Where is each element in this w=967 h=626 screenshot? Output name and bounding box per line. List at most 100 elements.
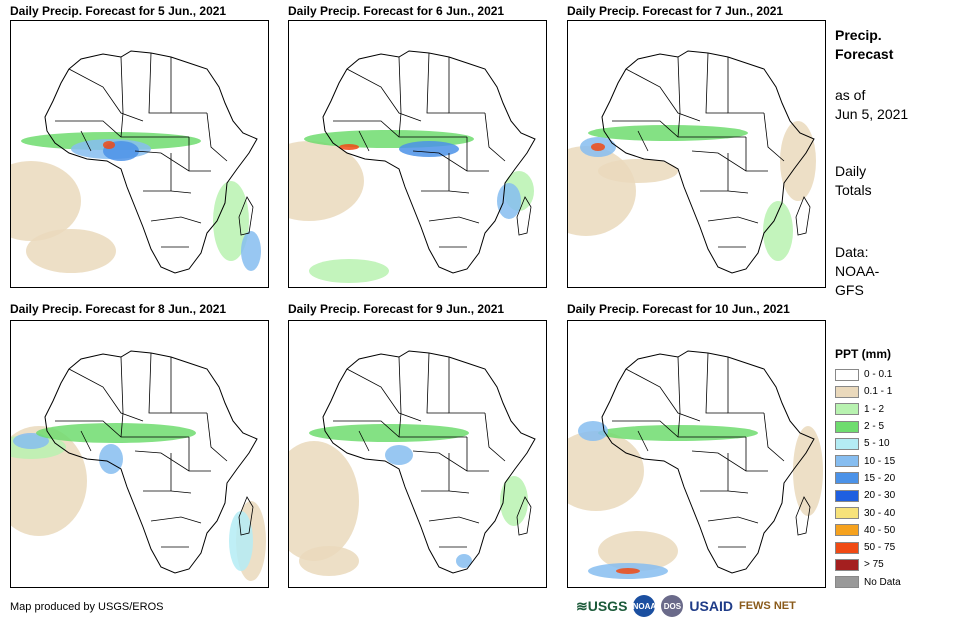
panel-title-6: Daily Precip. Forecast for 10 Jun., 2021 [567, 302, 790, 316]
continent-outline [322, 350, 536, 574]
continent-outline [601, 350, 815, 574]
africa-map-2 [289, 50, 536, 283]
usgs-logo: ≋USGS [576, 597, 628, 614]
country-border [80, 430, 92, 452]
legend-swatch [835, 385, 859, 398]
dos-seal-logo: DOS [661, 595, 684, 617]
panel-title-1: Daily Precip. Forecast for 5 Jun., 2021 [10, 4, 227, 18]
map-panel-1 [10, 20, 269, 288]
country-border [691, 150, 768, 172]
legend-label: 2 - 5 [864, 421, 885, 433]
legend-swatch [835, 403, 859, 416]
panel-title-5: Daily Precip. Forecast for 9 Jun., 2021 [288, 302, 505, 316]
legend-swatch [835, 576, 859, 589]
country-border [677, 412, 681, 438]
country-border [398, 356, 402, 414]
country-border [705, 52, 728, 114]
map-credit: Map produced by USGS/EROS [10, 601, 164, 613]
side-data-line2: NOAA- [835, 263, 880, 279]
legend-item: 30 - 40 [835, 504, 901, 521]
precip-area [339, 144, 359, 150]
legend-label: 0 - 0.1 [864, 369, 893, 381]
country-border [448, 57, 485, 114]
country-border [763, 112, 785, 162]
africa-map-6 [568, 350, 823, 579]
precip-area [568, 146, 636, 236]
precip-area [598, 531, 678, 571]
side-totals-line2: Totals [835, 182, 872, 198]
map-panel-5 [288, 320, 547, 588]
precip-area [289, 141, 364, 221]
precip-area [385, 445, 413, 465]
precip-area [588, 125, 748, 141]
country-border [727, 57, 764, 114]
legend-label: > 75 [864, 559, 884, 571]
country-border [637, 130, 649, 152]
country-border [346, 68, 422, 122]
country-border [134, 150, 211, 172]
legend-item: 15 - 20 [835, 470, 901, 487]
precip-area [616, 568, 640, 574]
legend-item: 40 - 50 [835, 522, 901, 539]
precip-area [793, 426, 823, 516]
legend-label: 1 - 2 [864, 403, 885, 415]
legend-swatch [835, 368, 859, 381]
country-border [358, 130, 370, 152]
country-border [143, 490, 192, 494]
continent-outline [601, 50, 815, 274]
side-totals: Daily Totals [835, 162, 872, 200]
legend-item: 10 - 15 [835, 452, 901, 469]
country-border [143, 190, 192, 194]
precip-area [578, 421, 608, 441]
country-border [398, 112, 402, 138]
legend-item: 5 - 10 [835, 435, 901, 452]
legend-swatch [835, 524, 859, 537]
madagascar-outline [238, 496, 254, 536]
legend-label: 30 - 40 [864, 507, 896, 519]
country-border [150, 216, 202, 224]
country-border [412, 450, 489, 472]
country-border [120, 356, 124, 414]
map-panel-6 [567, 320, 826, 588]
country-border [428, 216, 480, 224]
madagascar-outline [516, 196, 532, 236]
country-border [421, 490, 470, 494]
africa-map-1 [11, 50, 261, 274]
legend-label: 5 - 10 [864, 438, 890, 450]
country-border [170, 357, 207, 414]
country-border [637, 430, 649, 452]
country-border [150, 516, 202, 524]
precip-area [13, 433, 49, 449]
legend-swatch [835, 489, 859, 502]
country-border [484, 112, 506, 162]
side-title-line1: Precip. [835, 27, 882, 43]
map-panel-3 [567, 20, 826, 288]
madagascar-outline [516, 496, 532, 536]
country-border [358, 430, 370, 452]
country-border [700, 490, 749, 494]
noaa-logo: NOAA [633, 595, 656, 617]
side-data-line1: Data: [835, 244, 869, 260]
partner-logos: ≋USGS NOAA DOS USAID FEWS NET [576, 595, 796, 617]
legend-label: 50 - 75 [864, 542, 896, 554]
map-panel-4 [10, 320, 269, 588]
country-border [763, 412, 785, 462]
country-border [625, 68, 701, 122]
side-asof-line2: Jun 5, 2021 [835, 106, 909, 122]
country-border [206, 112, 228, 162]
country-border [346, 368, 422, 422]
country-border [398, 412, 402, 438]
country-border [421, 190, 470, 194]
side-asof: as of Jun 5, 2021 [835, 86, 908, 124]
panel-title-3: Daily Precip. Forecast for 7 Jun., 2021 [567, 4, 784, 18]
precip-area [591, 143, 605, 151]
legend-item: No Data [835, 574, 901, 591]
precip-area [213, 181, 249, 261]
legend-swatch [835, 472, 859, 485]
legend-label: No Data [864, 576, 901, 588]
legend-label: 15 - 20 [864, 472, 896, 484]
fews-net-logo: FEWS NET [738, 600, 796, 612]
country-border [120, 56, 124, 114]
legend-swatch [835, 455, 859, 468]
country-border [134, 450, 211, 472]
